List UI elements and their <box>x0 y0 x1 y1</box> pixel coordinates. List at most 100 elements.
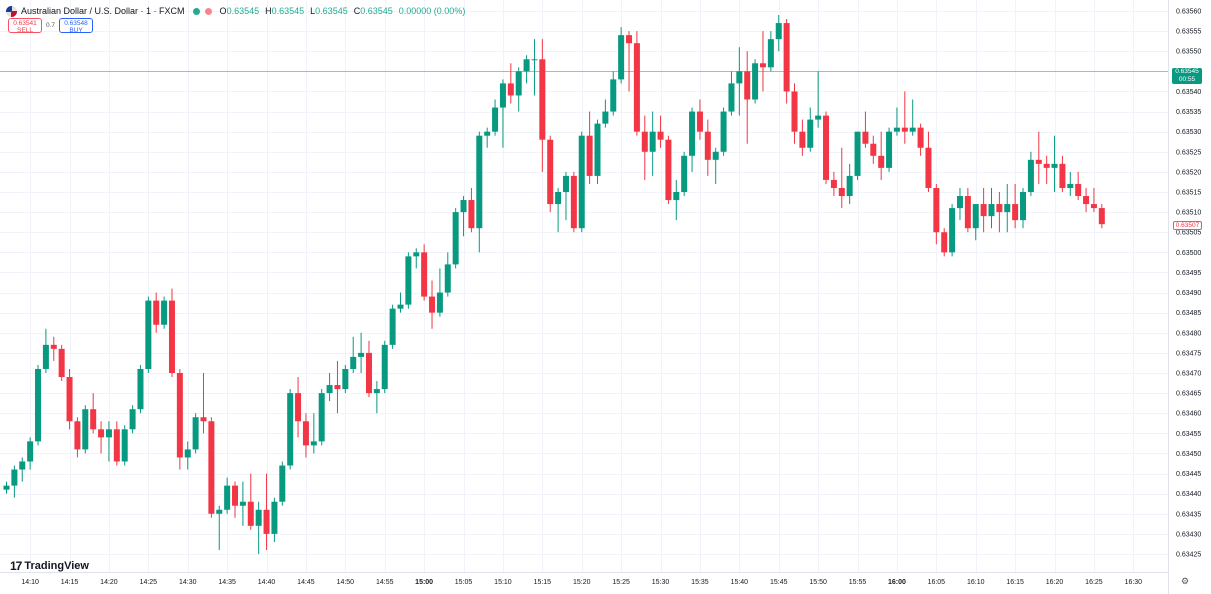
price-tick-label: 0.63430 <box>1176 531 1201 538</box>
candle-body <box>641 131 648 152</box>
candle-body <box>633 43 640 132</box>
ohlc-close: C0.63545 <box>353 6 393 16</box>
candle-body <box>949 208 956 253</box>
candle-body <box>389 308 396 345</box>
candle-body <box>19 461 26 470</box>
candle-body <box>783 23 790 92</box>
ohlc-low: L0.63545 <box>310 6 348 16</box>
candle-body <box>980 204 987 217</box>
sell-label: SELL <box>17 27 33 34</box>
price-tick-label: 0.63485 <box>1176 310 1201 317</box>
candle-body <box>153 300 160 325</box>
tradingview-logo-icon: ⁠17 <box>10 559 22 573</box>
candle-body <box>66 377 73 422</box>
symbol-title[interactable]: Australian Dollar / U.S. Dollar · 1 · FX… <box>21 6 185 16</box>
candle-body <box>988 204 995 217</box>
candle-body <box>192 417 199 450</box>
candle-body <box>728 83 735 112</box>
sell-button[interactable]: 0.63541 SELL <box>8 18 42 34</box>
candle-body <box>342 368 349 390</box>
candle-body <box>302 421 309 446</box>
ask-price-tag: 0.63507 <box>1173 221 1202 230</box>
gear-icon[interactable]: ⚙ <box>1181 576 1190 586</box>
candle-body <box>208 421 215 514</box>
candle-body <box>334 385 341 390</box>
candle-body <box>255 509 262 526</box>
candle-body <box>917 127 924 148</box>
candle-body <box>759 63 766 68</box>
status-dot-icon <box>204 7 212 15</box>
buy-label: BUY <box>69 27 83 34</box>
candle-body <box>823 115 830 180</box>
candle-body <box>310 441 317 446</box>
candle-body <box>838 187 845 197</box>
candle-body <box>492 107 499 132</box>
time-tick-label: 15:20 <box>573 579 591 586</box>
time-tick-label: 15:05 <box>455 579 473 586</box>
ohlc-high: H0.63545 <box>265 6 305 16</box>
price-tick-label: 0.63440 <box>1176 491 1201 498</box>
candle-body <box>893 127 900 132</box>
price-tick-label: 0.63460 <box>1176 411 1201 418</box>
candle-body <box>1059 163 1066 188</box>
candle-body <box>610 79 617 112</box>
candle-body <box>216 509 223 514</box>
price-tick-label: 0.63495 <box>1176 270 1201 277</box>
candle-body <box>460 200 467 213</box>
price-tick-label: 0.63530 <box>1176 129 1201 136</box>
bar-countdown: 00:55 <box>1178 76 1196 83</box>
time-tick-label: 14:45 <box>297 579 315 586</box>
candle-body <box>499 83 506 108</box>
price-tick-label: 0.63535 <box>1176 109 1201 116</box>
candle-body <box>239 501 246 506</box>
candle-body <box>1020 192 1027 221</box>
price-tick-label: 0.63505 <box>1176 230 1201 237</box>
buy-button[interactable]: 0.63548 BUY <box>59 18 93 34</box>
price-tick-label: 0.63550 <box>1176 49 1201 56</box>
flag-icon <box>6 5 17 17</box>
time-tick-label: 15:25 <box>612 579 630 586</box>
candle-body <box>318 393 325 442</box>
candle-body <box>681 155 688 192</box>
candle-body <box>925 147 932 188</box>
candle-body <box>562 175 569 192</box>
candle-body <box>224 485 231 510</box>
candle-body <box>956 196 963 209</box>
candle-body <box>1067 183 1074 188</box>
price-tick-label: 0.63560 <box>1176 9 1201 16</box>
candle-body <box>1098 208 1105 225</box>
candle-body <box>602 111 609 124</box>
candle-body <box>704 131 711 160</box>
candle-body <box>941 232 948 253</box>
price-tick-label: 0.63455 <box>1176 431 1201 438</box>
candle-body <box>113 429 120 462</box>
price-tick-label: 0.63510 <box>1176 210 1201 217</box>
price-tick-label: 0.63480 <box>1176 330 1201 337</box>
price-tick-label: 0.63445 <box>1176 471 1201 478</box>
candle-body <box>381 344 388 390</box>
candle-body <box>649 131 656 152</box>
candle-body <box>657 131 664 140</box>
candle-body <box>531 59 538 61</box>
candle-body <box>767 39 774 68</box>
candle-body <box>539 59 546 140</box>
price-tick-label: 0.63435 <box>1176 511 1201 518</box>
candle-body <box>168 300 175 373</box>
chart-header: Australian Dollar / U.S. Dollar · 1 · FX… <box>6 4 471 18</box>
candle-body <box>232 485 239 506</box>
candle-body <box>397 304 404 309</box>
candle-body <box>200 417 207 422</box>
time-tick-label: 14:35 <box>218 579 236 586</box>
candle-body <box>799 131 806 148</box>
candle-body <box>452 212 459 265</box>
candle-body <box>413 252 420 257</box>
candle-body <box>736 71 743 84</box>
time-tick-label: 16:10 <box>967 579 985 586</box>
candle-body <box>42 344 49 369</box>
tradingview-logo[interactable]: ⁠17 TradingView <box>10 559 89 573</box>
time-tick-label: 16:00 <box>888 579 906 586</box>
candle-body <box>996 204 1003 213</box>
candle-body <box>82 409 89 450</box>
time-tick-label: 15:55 <box>849 579 867 586</box>
